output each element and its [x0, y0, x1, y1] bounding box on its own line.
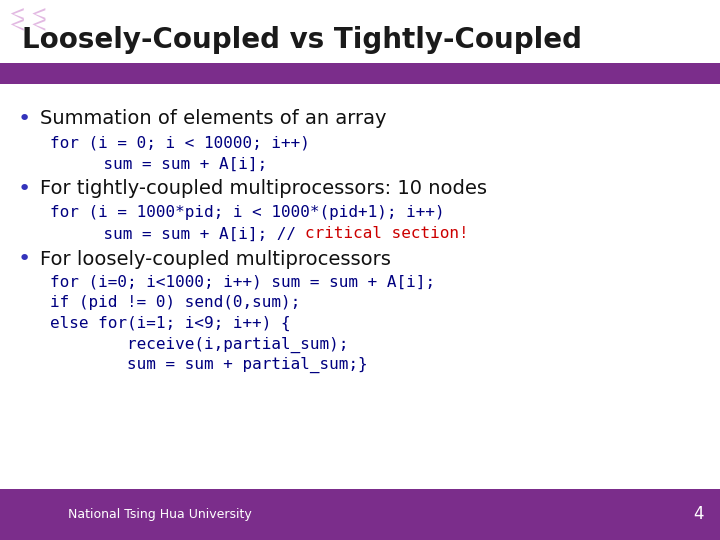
Text: For loosely-coupled multiprocessors: For loosely-coupled multiprocessors: [40, 249, 390, 269]
Polygon shape: [32, 19, 45, 31]
Text: National Tsing Hua University: National Tsing Hua University: [68, 508, 252, 521]
Text: for (i = 0; i < 10000; i++): for (i = 0; i < 10000; i++): [50, 136, 310, 151]
Text: for (i=0; i<1000; i++) sum = sum + A[i];: for (i=0; i<1000; i++) sum = sum + A[i];: [50, 274, 436, 289]
Polygon shape: [32, 8, 45, 20]
Polygon shape: [11, 8, 24, 20]
Text: receive(i,partial_sum);: receive(i,partial_sum);: [50, 336, 348, 353]
Text: •: •: [18, 249, 31, 269]
Text: sum = sum + partial_sum;}: sum = sum + partial_sum;}: [50, 357, 368, 373]
Polygon shape: [11, 19, 24, 31]
Text: •: •: [18, 109, 31, 129]
Text: Loosely-Coupled vs Tightly-Coupled: Loosely-Coupled vs Tightly-Coupled: [22, 26, 582, 55]
Bar: [0, 489, 720, 540]
Text: Summation of elements of an array: Summation of elements of an array: [40, 109, 386, 129]
Text: •: •: [18, 179, 31, 199]
Bar: [0, 63, 720, 84]
Text: sum = sum + A[i]; //: sum = sum + A[i]; //: [65, 226, 305, 241]
Text: For tightly-coupled multiprocessors: 10 nodes: For tightly-coupled multiprocessors: 10 …: [40, 179, 487, 199]
Text: for (i = 1000*pid; i < 1000*(pid+1); i++): for (i = 1000*pid; i < 1000*(pid+1); i++…: [50, 205, 445, 220]
Text: if (pid != 0) send(0,sum);: if (pid != 0) send(0,sum);: [50, 295, 301, 310]
Text: sum = sum + A[i];: sum = sum + A[i];: [65, 157, 267, 172]
Text: 4: 4: [693, 505, 703, 523]
Text: else for(i=1; i<9; i++) {: else for(i=1; i<9; i++) {: [50, 315, 291, 330]
Text: critical section!: critical section!: [305, 226, 469, 241]
